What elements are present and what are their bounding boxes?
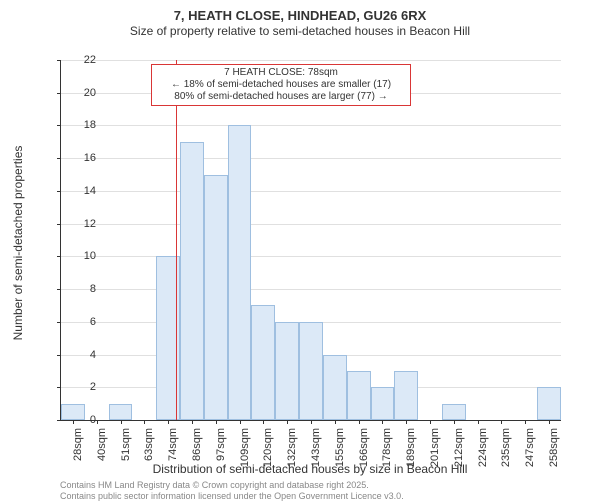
x-tick bbox=[478, 420, 479, 424]
x-tick-label: 132sqm bbox=[286, 428, 298, 476]
histogram-bar bbox=[537, 387, 561, 420]
y-tick bbox=[57, 125, 61, 126]
y-tick-label: 14 bbox=[84, 185, 96, 197]
histogram-bar bbox=[394, 371, 418, 420]
y-tick-label: 0 bbox=[90, 414, 96, 426]
x-tick-label: 40sqm bbox=[96, 428, 108, 476]
grid-line bbox=[61, 289, 561, 290]
y-tick-label: 16 bbox=[84, 152, 96, 164]
y-tick-label: 4 bbox=[90, 349, 96, 361]
x-tick-label: 143sqm bbox=[310, 428, 322, 476]
x-tick bbox=[501, 420, 502, 424]
y-tick-label: 12 bbox=[84, 218, 96, 230]
x-tick bbox=[525, 420, 526, 424]
x-tick-label: 212sqm bbox=[453, 428, 465, 476]
x-tick-label: 235sqm bbox=[500, 428, 512, 476]
y-tick bbox=[57, 355, 61, 356]
x-tick-label: 120sqm bbox=[262, 428, 274, 476]
x-tick bbox=[73, 420, 74, 424]
x-tick-label: 109sqm bbox=[239, 428, 251, 476]
annotation-box: 7 HEATH CLOSE: 78sqm ← 18% of semi-detac… bbox=[151, 64, 411, 106]
y-tick bbox=[57, 387, 61, 388]
y-tick bbox=[57, 289, 61, 290]
x-tick bbox=[287, 420, 288, 424]
x-tick bbox=[121, 420, 122, 424]
y-tick bbox=[57, 158, 61, 159]
x-tick bbox=[263, 420, 264, 424]
x-tick bbox=[335, 420, 336, 424]
x-tick-label: 166sqm bbox=[358, 428, 370, 476]
histogram-bar bbox=[109, 404, 133, 420]
y-tick bbox=[57, 420, 61, 421]
x-tick-label: 63sqm bbox=[143, 428, 155, 476]
annotation-line1: 7 HEATH CLOSE: 78sqm bbox=[156, 67, 406, 79]
x-tick bbox=[430, 420, 431, 424]
grid-line bbox=[61, 256, 561, 257]
histogram-bar bbox=[61, 404, 85, 420]
x-tick bbox=[168, 420, 169, 424]
y-tick bbox=[57, 60, 61, 61]
x-tick-label: 178sqm bbox=[381, 428, 393, 476]
x-tick bbox=[97, 420, 98, 424]
chart-title: 7, HEATH CLOSE, HINDHEAD, GU26 6RX bbox=[0, 0, 600, 24]
grid-line bbox=[61, 158, 561, 159]
grid-line bbox=[61, 125, 561, 126]
x-tick-label: 97sqm bbox=[215, 428, 227, 476]
x-tick-label: 74sqm bbox=[167, 428, 179, 476]
footer-line1: Contains HM Land Registry data © Crown c… bbox=[60, 480, 404, 491]
footer: Contains HM Land Registry data © Crown c… bbox=[60, 480, 404, 502]
x-tick-label: 28sqm bbox=[72, 428, 84, 476]
histogram-bar bbox=[371, 387, 395, 420]
histogram-bar bbox=[228, 125, 252, 420]
histogram-bar bbox=[204, 175, 228, 420]
x-tick bbox=[192, 420, 193, 424]
y-tick-label: 6 bbox=[90, 316, 96, 328]
x-tick-label: 201sqm bbox=[429, 428, 441, 476]
y-tick-label: 22 bbox=[84, 54, 96, 66]
y-tick bbox=[57, 256, 61, 257]
plot-area: 7 HEATH CLOSE: 78sqm ← 18% of semi-detac… bbox=[60, 60, 561, 421]
histogram-bar bbox=[275, 322, 299, 420]
histogram-bar bbox=[180, 142, 204, 420]
x-tick bbox=[216, 420, 217, 424]
chart-subtitle: Size of property relative to semi-detach… bbox=[0, 24, 600, 38]
x-tick bbox=[359, 420, 360, 424]
x-tick bbox=[454, 420, 455, 424]
grid-line bbox=[61, 191, 561, 192]
histogram-bar bbox=[323, 355, 347, 420]
y-axis-label: Number of semi-detached properties bbox=[11, 133, 25, 353]
x-tick-label: 51sqm bbox=[120, 428, 132, 476]
y-tick bbox=[57, 191, 61, 192]
histogram-bar bbox=[251, 305, 275, 420]
y-tick bbox=[57, 93, 61, 94]
y-tick-label: 18 bbox=[84, 119, 96, 131]
x-tick bbox=[311, 420, 312, 424]
x-tick-label: 189sqm bbox=[405, 428, 417, 476]
y-tick-label: 20 bbox=[84, 87, 96, 99]
annotation-line2: ← 18% of semi-detached houses are smalle… bbox=[156, 79, 406, 91]
marker-line bbox=[176, 60, 177, 420]
y-tick-label: 8 bbox=[90, 283, 96, 295]
x-tick bbox=[382, 420, 383, 424]
y-tick-label: 2 bbox=[90, 381, 96, 393]
x-tick-label: 224sqm bbox=[477, 428, 489, 476]
x-tick bbox=[406, 420, 407, 424]
x-tick bbox=[549, 420, 550, 424]
annotation-line3: 80% of semi-detached houses are larger (… bbox=[156, 91, 406, 103]
grid-line bbox=[61, 224, 561, 225]
grid-line bbox=[61, 60, 561, 61]
y-tick bbox=[57, 322, 61, 323]
histogram-bar bbox=[299, 322, 323, 420]
chart-container: 7, HEATH CLOSE, HINDHEAD, GU26 6RX Size … bbox=[0, 0, 600, 500]
x-tick-label: 247sqm bbox=[524, 428, 536, 476]
x-tick bbox=[144, 420, 145, 424]
y-tick bbox=[57, 224, 61, 225]
x-tick bbox=[240, 420, 241, 424]
x-tick-label: 258sqm bbox=[548, 428, 560, 476]
histogram-bar bbox=[347, 371, 371, 420]
x-tick-label: 86sqm bbox=[191, 428, 203, 476]
histogram-bar bbox=[442, 404, 466, 420]
y-tick-label: 10 bbox=[84, 250, 96, 262]
x-tick-label: 155sqm bbox=[334, 428, 346, 476]
